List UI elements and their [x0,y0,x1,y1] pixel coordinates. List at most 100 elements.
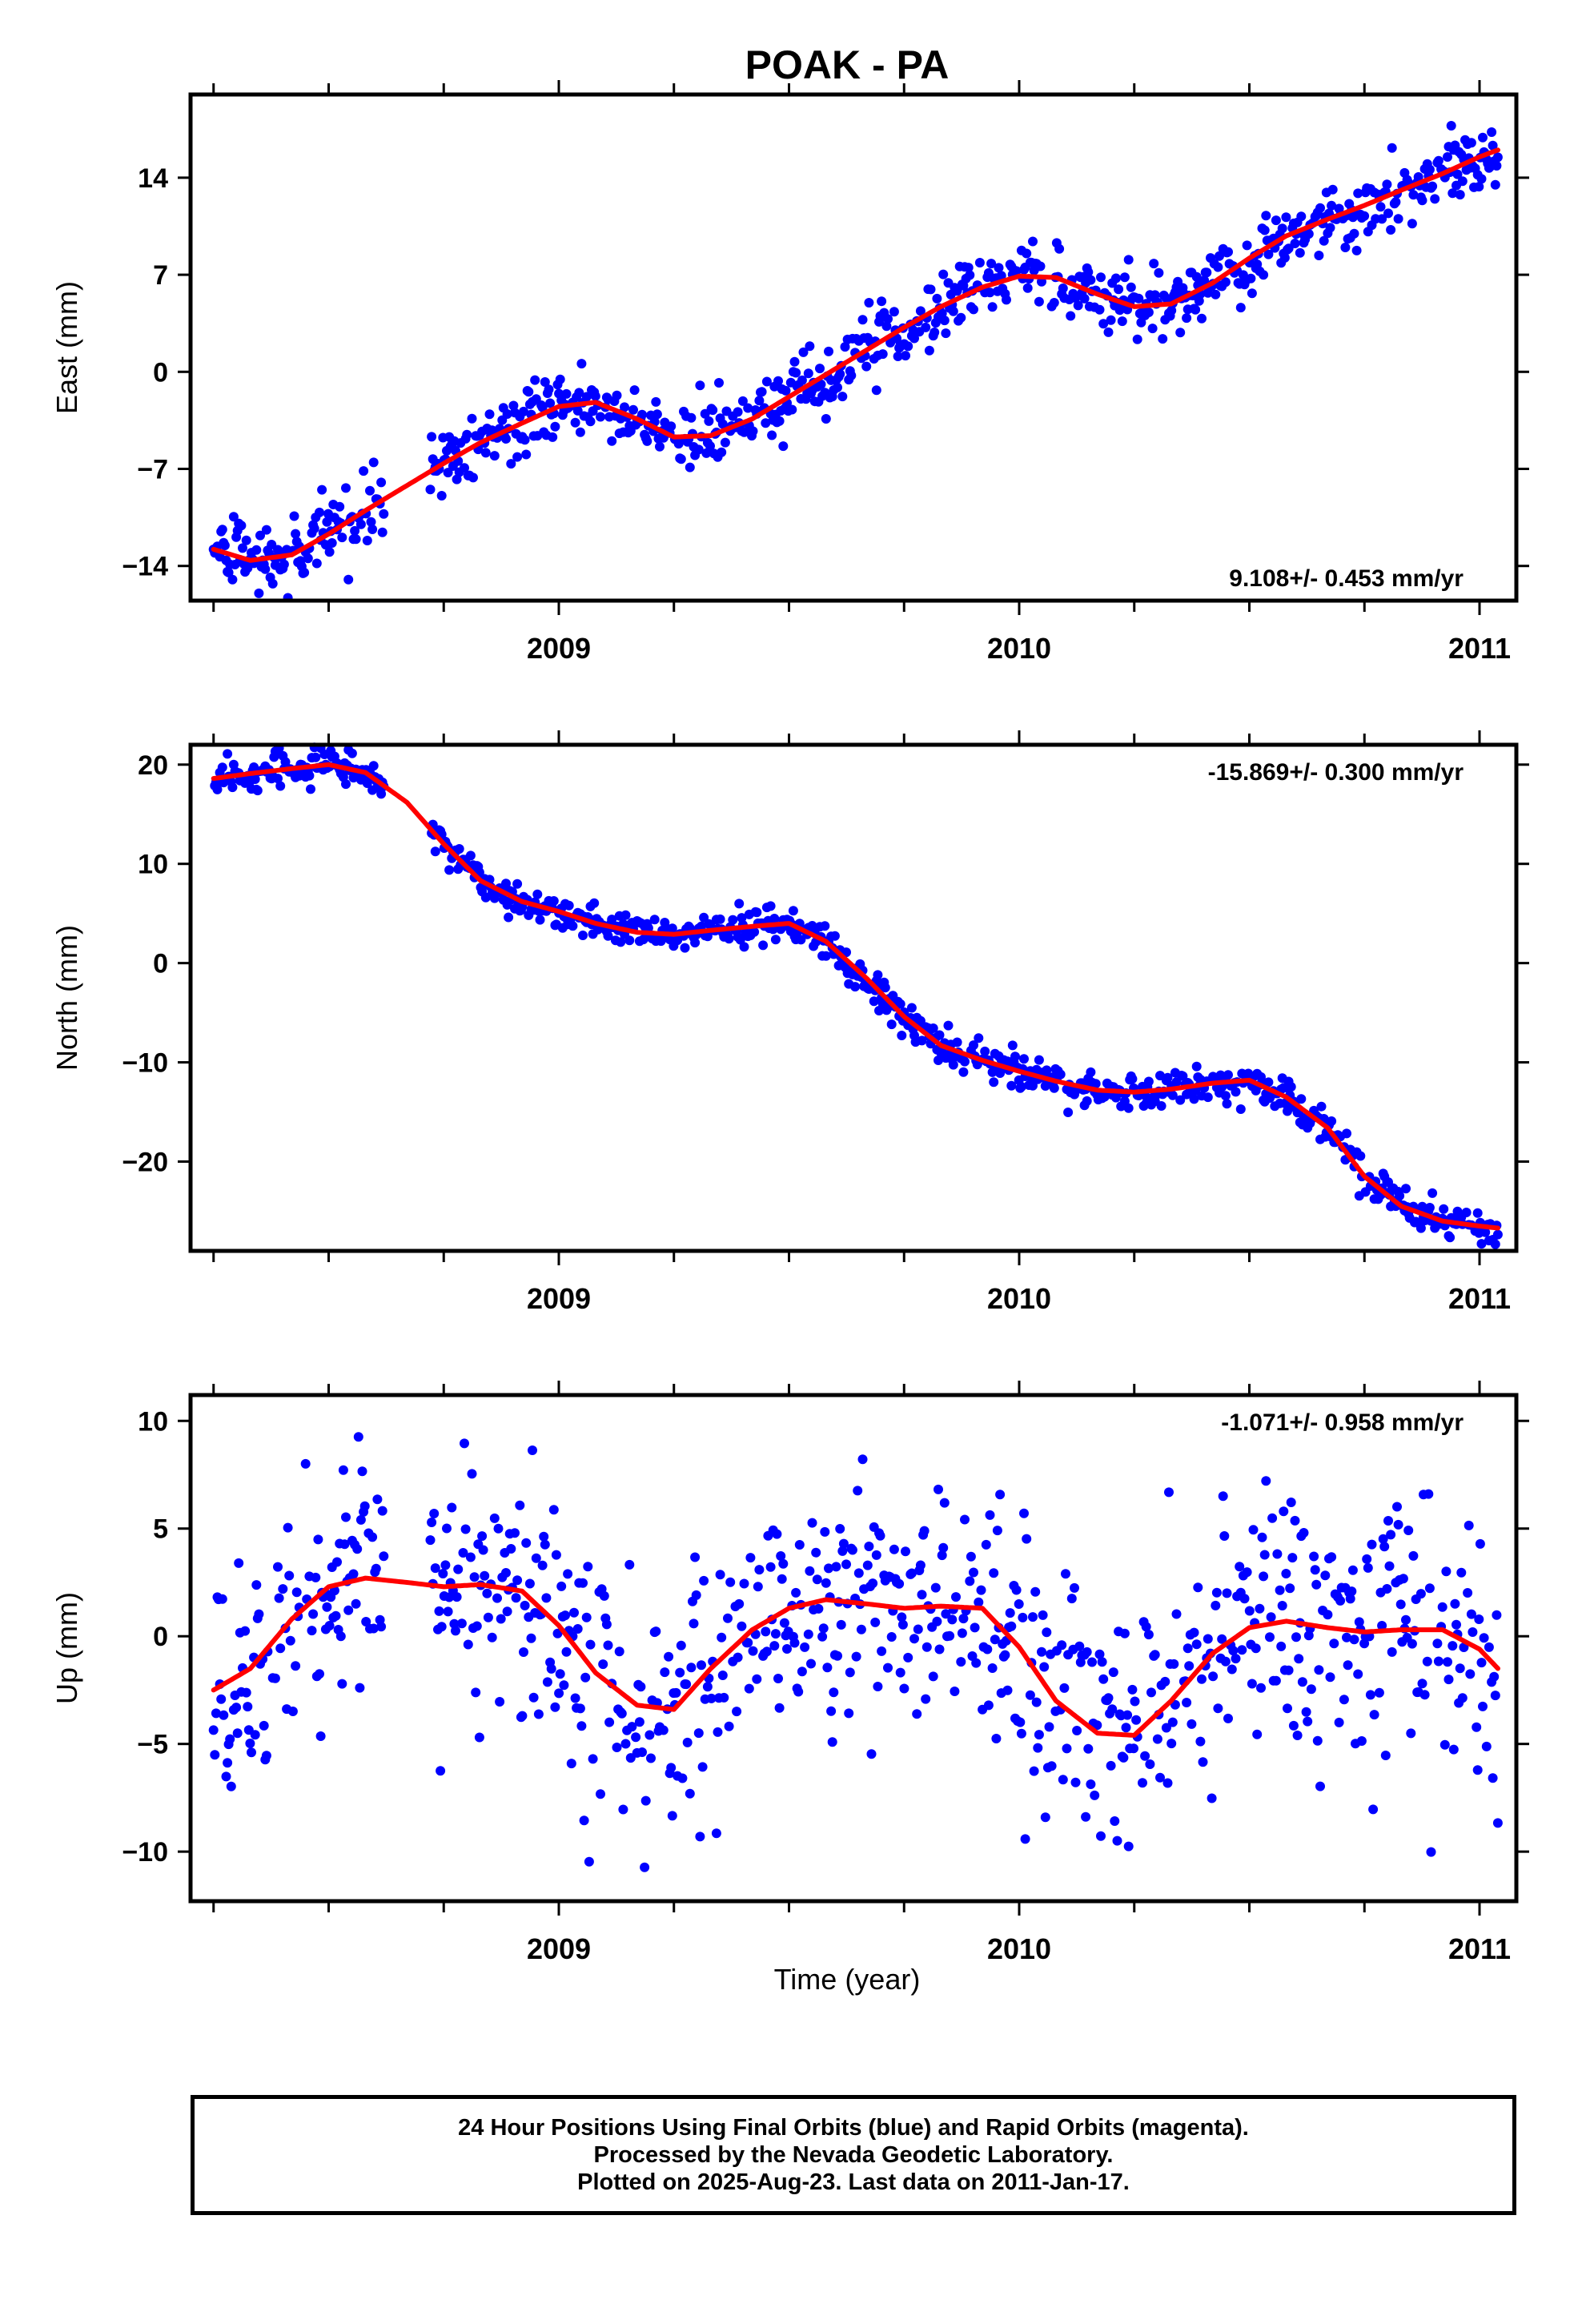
up-data-point [983,1700,994,1711]
north-data-point [578,931,588,940]
up-data-point [829,1687,839,1698]
up-y-tick-label: 5 [153,1514,168,1545]
up-data-point [1244,1606,1255,1616]
up-data-point [1090,1790,1100,1800]
east-data-point [1492,161,1502,171]
east-data-point [1073,300,1083,311]
east-data-point [871,385,881,396]
up-data-point [938,1542,949,1553]
east-data-point [484,409,495,420]
up-data-point [208,1725,219,1735]
up-data-point [1392,1502,1402,1512]
up-data-point [1310,1565,1320,1575]
up-data-point [754,1565,765,1575]
up-data-point [664,1651,674,1662]
up-data-point [324,1621,335,1630]
up-data-point [769,1641,780,1651]
up-data-point [537,1560,548,1570]
east-data-point [322,517,332,527]
up-data-point [1363,1562,1373,1573]
up-data-point [845,1667,855,1678]
east-data-point [1261,211,1271,221]
east-data-point [362,536,372,545]
east-data-point [489,451,500,461]
up-data-point [1227,1664,1237,1675]
up-data-point [1383,1516,1393,1526]
up-data-point [851,1651,861,1662]
up-data-point [1218,1491,1228,1502]
east-data-point [1202,267,1212,278]
east-data-point [733,407,743,417]
north-data-point [1123,1103,1134,1113]
up-data-point [1259,1550,1270,1560]
east-data-point [704,416,714,426]
up-data-point [540,1539,550,1550]
east-data-point [714,378,724,388]
up-data-point [1306,1684,1316,1695]
up-data-point [676,1640,686,1651]
up-data-point [1271,1675,1281,1686]
north-data-point [616,937,626,947]
up-data-point [841,1559,851,1570]
up-data-point [1231,1654,1241,1664]
north-data-point [1355,1151,1366,1161]
up-data-point [1191,1639,1202,1650]
east-data-point [260,564,271,574]
up-data-point [379,1551,389,1562]
up-data-point [776,1551,786,1561]
north-data-point [512,879,523,889]
east-data-point [651,396,661,407]
up-data-point [552,1628,563,1638]
up-data-point [909,1634,919,1644]
up-data-point [1417,1679,1427,1689]
east-data-point [1158,334,1168,344]
north-data-point [667,923,677,934]
east-data-point [1327,184,1338,195]
east-data-point [1375,202,1386,212]
east-y-axis-label: East (mm) [50,281,83,414]
up-data-point [241,1687,251,1698]
up-data-point [915,1560,926,1570]
east-data-point [548,432,558,442]
up-data-point [1312,1735,1323,1746]
east-data-point [590,391,600,401]
up-data-point [807,1518,817,1528]
up-data-point [752,1674,762,1684]
up-data-point [939,1498,950,1508]
north-data-point [465,850,476,861]
up-data-point [725,1577,736,1587]
north-data-point [960,1056,970,1067]
up-data-point [685,1788,695,1799]
up-data-point [1403,1526,1414,1535]
up-data-point [247,1747,256,1758]
north-data-point [1427,1188,1438,1198]
north-data-point [724,934,734,944]
east-data-point [1022,248,1032,259]
up-data-point [1347,1586,1357,1597]
east-data-point [501,434,511,444]
north-data-point [1162,1072,1173,1083]
east-data-point [596,412,605,422]
up-data-point [889,1544,899,1554]
north-data-point [1063,1108,1074,1117]
up-data-point [1259,1571,1269,1582]
up-data-point [603,1640,613,1651]
east-data-point [1136,317,1146,328]
east-data-point [1387,143,1397,153]
east-data-point [883,314,893,324]
east-data-point [652,409,662,420]
up-data-point [947,1614,958,1625]
east-data-point [575,427,585,437]
east-data-point [1223,247,1233,257]
up-data-point [210,1750,220,1760]
east-data-point [341,483,351,493]
east-data-point [965,270,975,280]
up-data-point [1279,1506,1289,1517]
east-data-point [1166,305,1177,316]
east-data-point [1327,200,1337,211]
north-data-point [1476,1239,1487,1249]
up-data-point [1146,1687,1156,1698]
east-data-point [1383,208,1393,219]
up-data-point [361,1617,371,1626]
north-data-point [974,1033,984,1043]
